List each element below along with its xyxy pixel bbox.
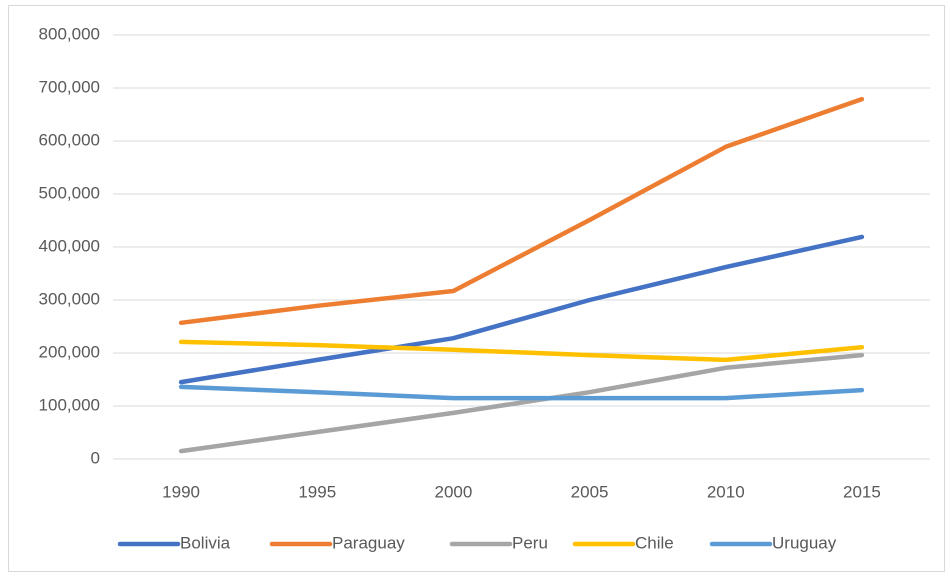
y-tick-label: 600,000 [39, 130, 100, 149]
series-line [178, 96, 865, 326]
legend-label: Bolivia [180, 533, 231, 552]
x-tick-label: 1995 [298, 482, 336, 501]
legend-label: Uruguay [772, 533, 837, 552]
y-tick-label: 200,000 [39, 342, 100, 361]
x-tick-label: 2005 [571, 482, 609, 501]
y-tick-label: 700,000 [39, 77, 100, 96]
x-tick-label: 1990 [162, 482, 200, 501]
series-line [178, 339, 865, 363]
y-tick-label: 300,000 [39, 289, 100, 308]
y-tick-label: 100,000 [39, 395, 100, 414]
x-tick-label: 2010 [707, 482, 745, 501]
x-tick-label: 2000 [435, 482, 473, 501]
y-tick-label: 0 [91, 448, 100, 467]
y-tick-label: 500,000 [39, 183, 100, 202]
y-tick-label: 800,000 [39, 24, 100, 43]
series-line [178, 234, 865, 385]
legend-label: Peru [512, 533, 548, 552]
legend-label: Paraguay [332, 533, 405, 552]
series-line [178, 352, 865, 454]
y-tick-label: 400,000 [39, 236, 100, 255]
x-tick-label: 2015 [843, 482, 881, 501]
chart-border [8, 5, 945, 572]
legend-label: Chile [635, 533, 674, 552]
series-line [178, 384, 865, 401]
